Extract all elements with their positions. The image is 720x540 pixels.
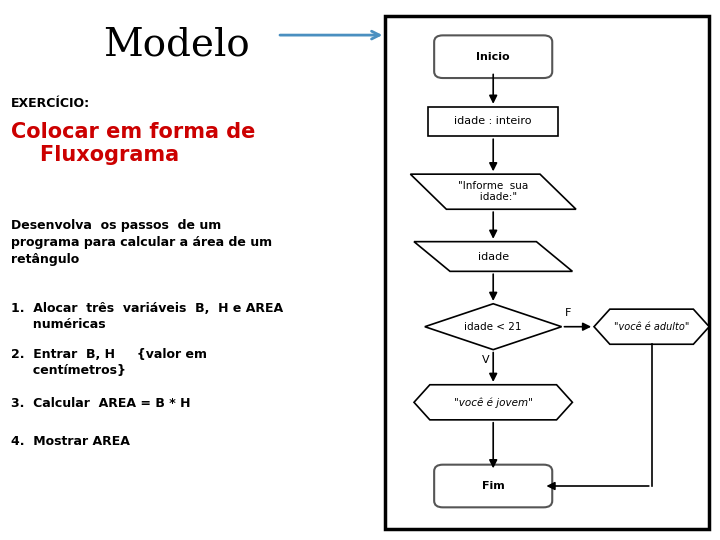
Text: Desenvolva  os passos  de um
programa para calcular a área de um
retângulo: Desenvolva os passos de um programa para…: [11, 219, 272, 266]
Text: V: V: [482, 355, 490, 365]
Text: 3.  Calcular  AREA = B * H: 3. Calcular AREA = B * H: [11, 397, 190, 410]
Polygon shape: [594, 309, 709, 345]
Text: idade: idade: [477, 252, 509, 261]
Text: idade < 21: idade < 21: [464, 322, 522, 332]
Text: Colocar em forma de
    Fluxograma: Colocar em forma de Fluxograma: [11, 122, 255, 165]
Text: "Informe  sua
   idade:": "Informe sua idade:": [458, 181, 528, 202]
Text: "você é jovem": "você é jovem": [454, 397, 533, 408]
Text: EXERCÍCIO:: EXERCÍCIO:: [11, 97, 90, 110]
Bar: [385, 16, 709, 529]
Bar: [428, 106, 558, 136]
Text: 1.  Alocar  três  variáveis  B,  H e AREA
     numéricas: 1. Alocar três variáveis B, H e AREA num…: [11, 302, 283, 331]
Polygon shape: [410, 174, 576, 209]
Polygon shape: [414, 241, 572, 271]
Text: F: F: [565, 308, 572, 318]
FancyBboxPatch shape: [434, 464, 552, 508]
Text: Fim: Fim: [482, 481, 505, 491]
Polygon shape: [414, 384, 572, 420]
Text: 4.  Mostrar AREA: 4. Mostrar AREA: [11, 435, 130, 448]
Text: Inicio: Inicio: [477, 52, 510, 62]
Text: 2.  Entrar  B, H     {valor em
     centímetros}: 2. Entrar B, H {valor em centímetros}: [11, 348, 207, 377]
FancyBboxPatch shape: [434, 36, 552, 78]
Polygon shape: [425, 303, 562, 350]
Text: "você é adulto": "você é adulto": [614, 322, 689, 332]
Text: idade : inteiro: idade : inteiro: [454, 117, 532, 126]
Text: Modelo: Modelo: [103, 27, 250, 64]
